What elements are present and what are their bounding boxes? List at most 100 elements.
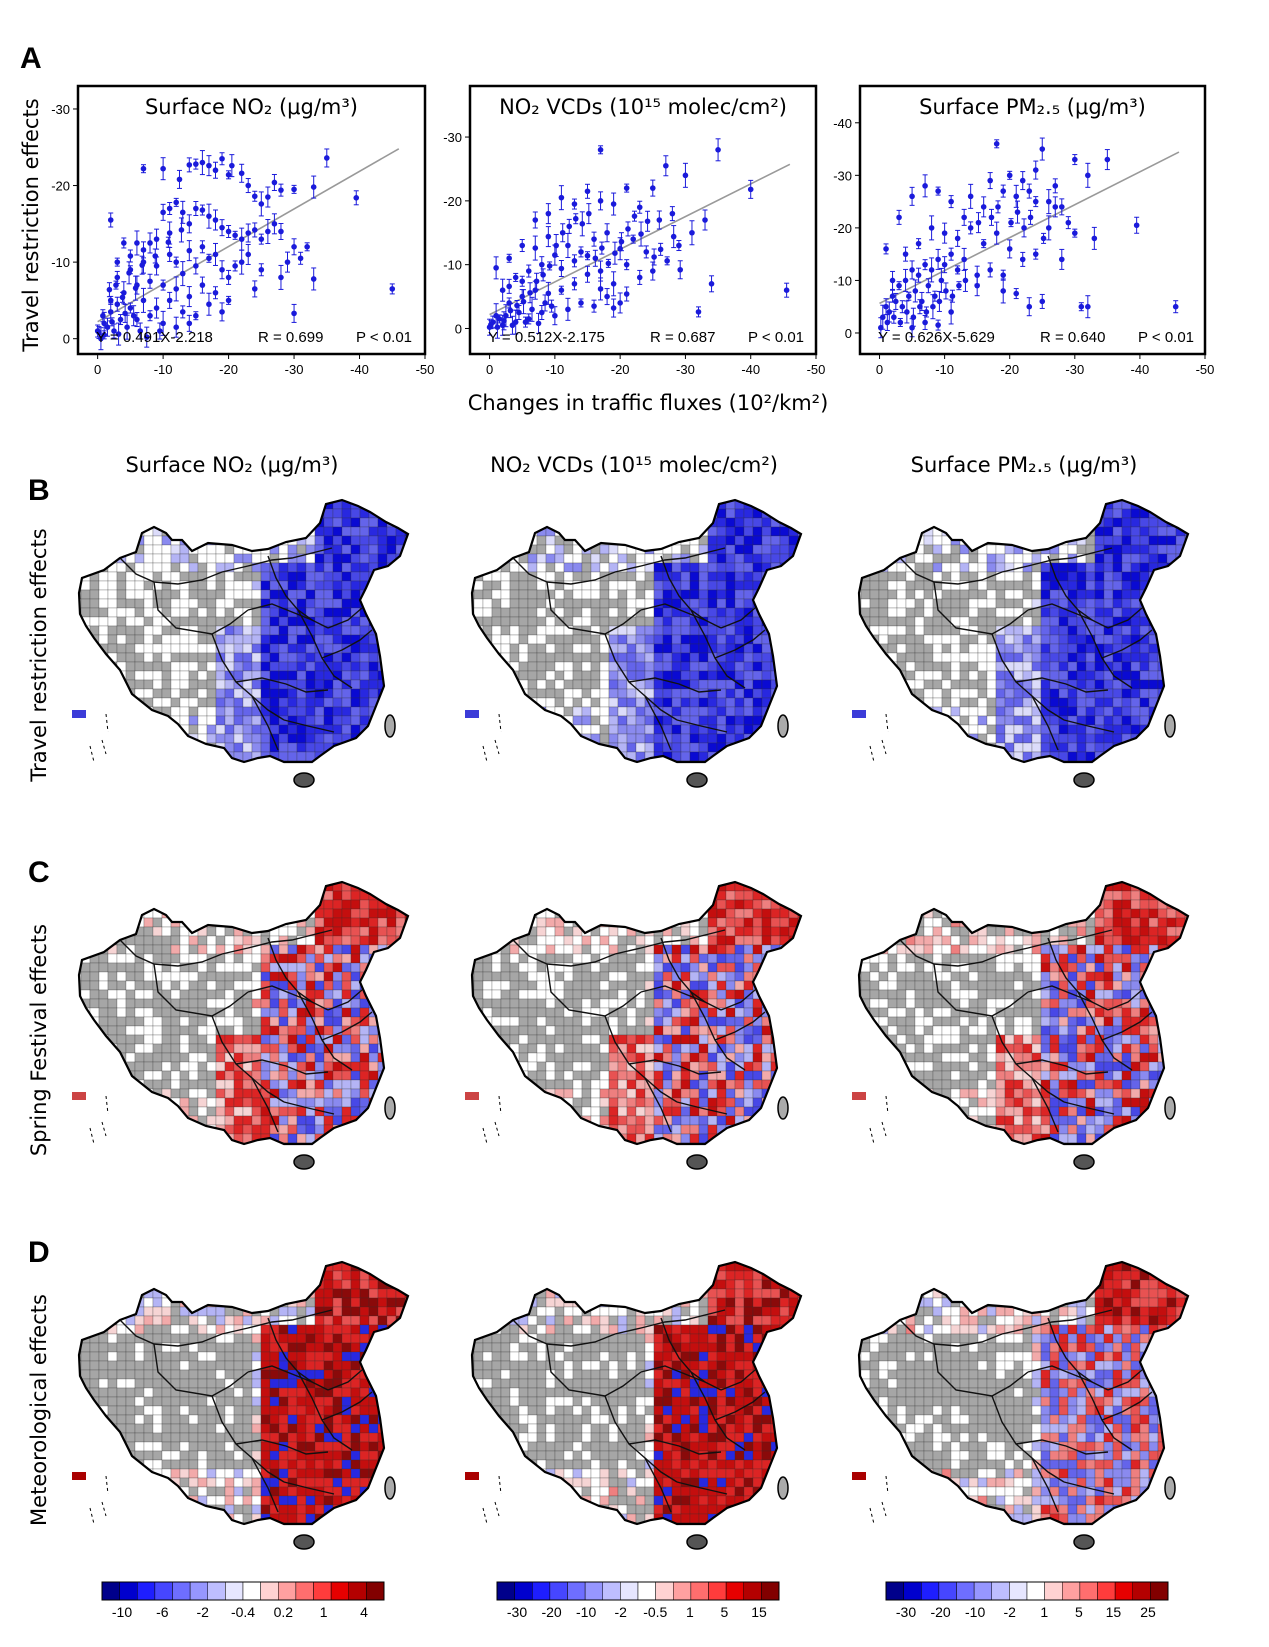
map-region [735, 518, 744, 527]
map-region [564, 599, 573, 608]
data-point [500, 287, 506, 293]
map-region [1005, 545, 1014, 554]
map-region [99, 572, 108, 581]
map-region [1095, 680, 1104, 689]
x-tick-label: 0 [94, 362, 101, 377]
map-region [81, 599, 90, 608]
map-region [708, 563, 717, 572]
map-region [90, 689, 99, 698]
map-region [735, 725, 744, 734]
map-region [270, 653, 279, 662]
map-region [1158, 752, 1167, 761]
y-tick-label: -10 [443, 258, 462, 273]
map-region [1122, 626, 1131, 635]
map-region [978, 707, 987, 716]
map-region [942, 698, 951, 707]
map-region [360, 734, 369, 743]
map-region [753, 734, 762, 743]
map-region [315, 608, 324, 617]
map-region [798, 707, 807, 716]
map-region [1113, 545, 1122, 554]
map-region [915, 626, 924, 635]
map-region [636, 617, 645, 626]
map-region [126, 752, 135, 761]
map-region [252, 554, 261, 563]
map-region [1176, 635, 1185, 644]
map-region [879, 599, 888, 608]
data-point [903, 278, 909, 284]
map-region [681, 689, 690, 698]
map-region [915, 554, 924, 563]
data-point [989, 215, 995, 221]
map-region [1122, 662, 1131, 671]
map-region [1131, 509, 1140, 518]
map-region [933, 590, 942, 599]
map-region [915, 662, 924, 671]
map-region [573, 707, 582, 716]
map-region [483, 590, 492, 599]
map-region [1005, 761, 1014, 770]
map-region [627, 626, 636, 635]
map-region [405, 500, 414, 509]
map-region [681, 590, 690, 599]
map-region [369, 545, 378, 554]
map-region [582, 680, 591, 689]
map-region [528, 716, 537, 725]
map-region [636, 644, 645, 653]
data-point [139, 262, 145, 268]
map-region [1077, 626, 1086, 635]
data-point [598, 286, 604, 292]
map-region [1140, 518, 1149, 527]
map-region [1140, 554, 1149, 563]
map-region [483, 518, 492, 527]
map-region [798, 662, 807, 671]
map-region [924, 716, 933, 725]
map-region [1104, 572, 1113, 581]
map-region [1149, 725, 1158, 734]
china-map [852, 500, 1194, 787]
map-region [189, 743, 198, 752]
map-region [906, 581, 915, 590]
data-point [657, 217, 663, 223]
map-region [1176, 608, 1185, 617]
map-region [1023, 671, 1032, 680]
map-region [396, 581, 405, 590]
map-region [915, 716, 924, 725]
map-region [144, 518, 153, 527]
map-region [405, 617, 414, 626]
map-region [405, 518, 414, 527]
data-point [128, 253, 134, 259]
map-region [351, 725, 360, 734]
map-region [144, 635, 153, 644]
map-region [378, 572, 387, 581]
map-region [717, 734, 726, 743]
map-region [243, 527, 252, 536]
map-region [933, 671, 942, 680]
map-region [162, 698, 171, 707]
map-region [1095, 563, 1104, 572]
map-region [1050, 608, 1059, 617]
map-region [117, 882, 126, 891]
map-region [645, 617, 654, 626]
map-region [1113, 716, 1122, 725]
panel-letter-b: B [28, 474, 50, 507]
map-region [492, 581, 501, 590]
map-region [645, 680, 654, 689]
map-region [108, 644, 117, 653]
map-region [618, 527, 627, 536]
map-region [81, 527, 90, 536]
map-region [1077, 590, 1086, 599]
map-region [315, 761, 324, 770]
map-region [600, 581, 609, 590]
map-region [933, 509, 942, 518]
map-region [306, 698, 315, 707]
data-point [917, 304, 923, 310]
data-point [311, 184, 317, 190]
map-region [288, 509, 297, 518]
map-region [171, 689, 180, 698]
map-region [1050, 635, 1059, 644]
map-region [537, 725, 546, 734]
map-region [528, 761, 537, 770]
map-region [510, 689, 519, 698]
map-region [672, 671, 681, 680]
